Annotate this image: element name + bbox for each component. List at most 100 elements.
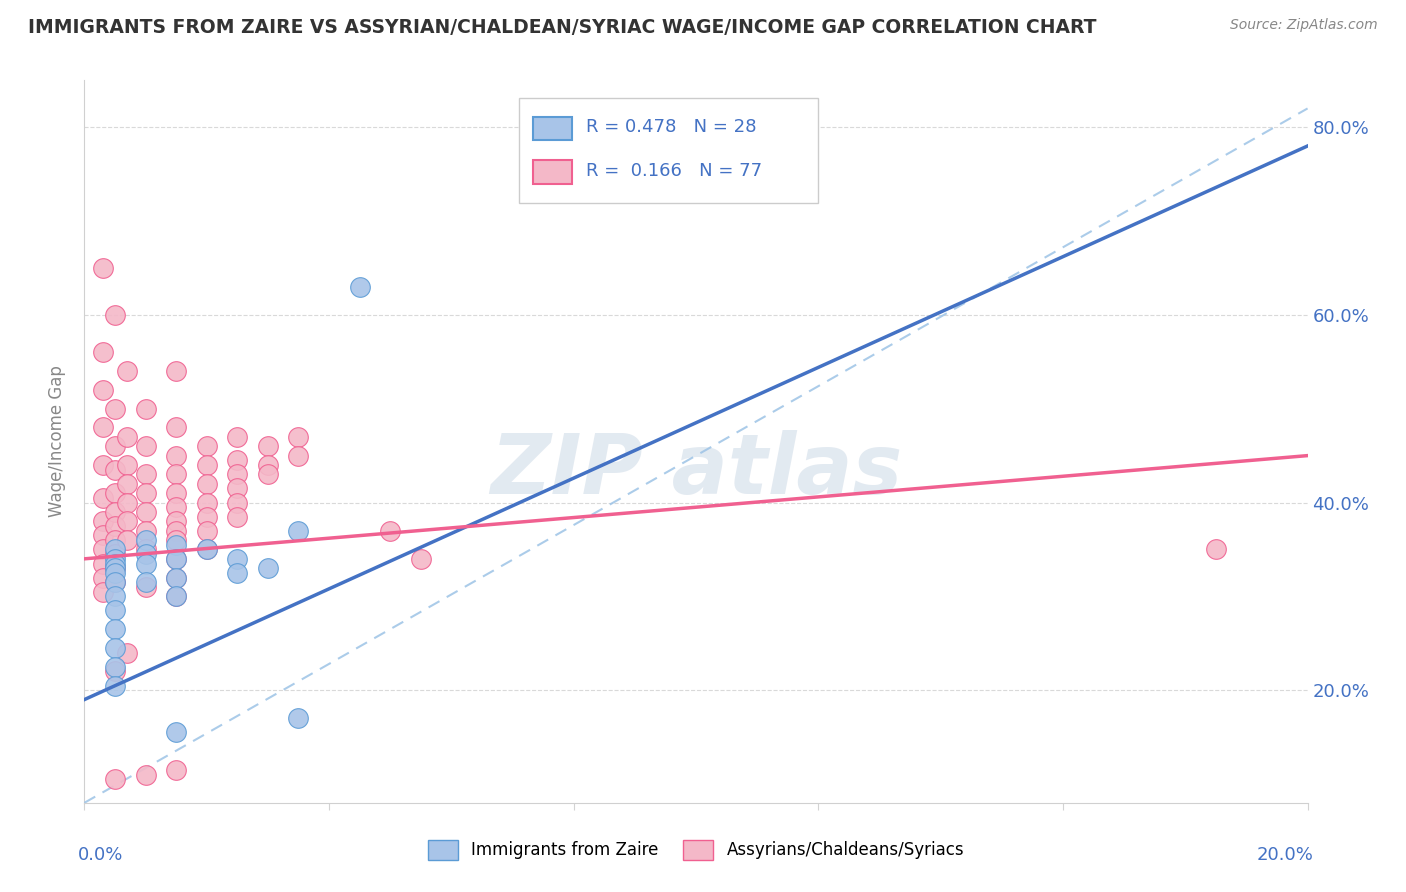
Point — [104, 551, 127, 566]
Point — [165, 449, 187, 463]
Point — [115, 364, 138, 378]
Point — [91, 491, 114, 505]
Point — [135, 557, 157, 571]
Point — [195, 439, 218, 453]
FancyBboxPatch shape — [533, 161, 572, 184]
Point — [165, 590, 187, 604]
Point — [104, 542, 127, 557]
Point — [104, 308, 127, 322]
Point — [287, 430, 309, 444]
Text: R =  0.166   N = 77: R = 0.166 N = 77 — [586, 161, 762, 179]
Point — [104, 463, 127, 477]
Point — [195, 542, 218, 557]
Point — [135, 533, 157, 547]
Point — [257, 458, 280, 472]
Point — [104, 566, 127, 580]
Text: ZIP atlas: ZIP atlas — [489, 430, 903, 511]
Point — [115, 458, 138, 472]
Point — [165, 467, 187, 482]
Point — [115, 495, 138, 509]
Point — [104, 561, 127, 575]
Point — [104, 561, 127, 575]
Point — [91, 420, 114, 434]
Point — [226, 495, 249, 509]
Point — [165, 486, 187, 500]
Point — [115, 533, 138, 547]
Point — [104, 575, 127, 590]
Point — [91, 584, 114, 599]
Point — [165, 538, 187, 552]
Point — [91, 345, 114, 359]
Point — [165, 551, 187, 566]
Point — [165, 551, 187, 566]
Point — [1205, 542, 1227, 557]
Point — [91, 557, 114, 571]
Point — [165, 590, 187, 604]
Point — [287, 524, 309, 538]
Point — [91, 458, 114, 472]
Point — [104, 547, 127, 561]
Text: 0.0%: 0.0% — [79, 847, 124, 864]
Point — [104, 603, 127, 617]
Legend: Immigrants from Zaire, Assyrians/Chaldeans/Syriacs: Immigrants from Zaire, Assyrians/Chaldea… — [420, 833, 972, 867]
Point — [115, 476, 138, 491]
Point — [135, 486, 157, 500]
Point — [380, 524, 402, 538]
Point — [135, 467, 157, 482]
Point — [135, 439, 157, 453]
Point — [195, 476, 218, 491]
Point — [135, 575, 157, 590]
Text: Source: ZipAtlas.com: Source: ZipAtlas.com — [1230, 18, 1378, 32]
Point — [115, 646, 138, 660]
Point — [135, 542, 157, 557]
Point — [135, 524, 157, 538]
FancyBboxPatch shape — [533, 117, 572, 140]
Point — [115, 430, 138, 444]
Point — [91, 514, 114, 528]
Point — [135, 547, 157, 561]
Point — [104, 659, 127, 673]
Point — [226, 430, 249, 444]
Point — [165, 725, 187, 739]
Point — [195, 524, 218, 538]
Point — [104, 590, 127, 604]
Point — [104, 533, 127, 547]
Text: IMMIGRANTS FROM ZAIRE VS ASSYRIAN/CHALDEAN/SYRIAC WAGE/INCOME GAP CORRELATION CH: IMMIGRANTS FROM ZAIRE VS ASSYRIAN/CHALDE… — [28, 18, 1097, 37]
Point — [226, 467, 249, 482]
Point — [257, 467, 280, 482]
Point — [226, 566, 249, 580]
Point — [165, 420, 187, 434]
Point — [135, 767, 157, 781]
Y-axis label: Wage/Income Gap: Wage/Income Gap — [48, 366, 66, 517]
Point — [165, 571, 187, 585]
Point — [135, 580, 157, 594]
Point — [135, 505, 157, 519]
Point — [91, 260, 114, 275]
Point — [165, 571, 187, 585]
Point — [257, 439, 280, 453]
Point — [104, 575, 127, 590]
Point — [104, 557, 127, 571]
Point — [104, 519, 127, 533]
Text: R = 0.478   N = 28: R = 0.478 N = 28 — [586, 119, 756, 136]
Point — [287, 711, 309, 725]
Point — [165, 364, 187, 378]
Point — [135, 401, 157, 416]
Point — [104, 401, 127, 416]
Point — [165, 763, 187, 777]
Point — [91, 528, 114, 542]
Point — [91, 383, 114, 397]
Point — [104, 439, 127, 453]
Point — [165, 500, 187, 515]
Point — [226, 453, 249, 467]
Point — [104, 486, 127, 500]
Point — [226, 482, 249, 496]
Point — [257, 561, 280, 575]
Point — [195, 542, 218, 557]
Text: 20.0%: 20.0% — [1257, 847, 1313, 864]
Point — [104, 640, 127, 655]
Point — [104, 505, 127, 519]
Point — [409, 551, 432, 566]
Point — [165, 514, 187, 528]
Point — [287, 449, 309, 463]
